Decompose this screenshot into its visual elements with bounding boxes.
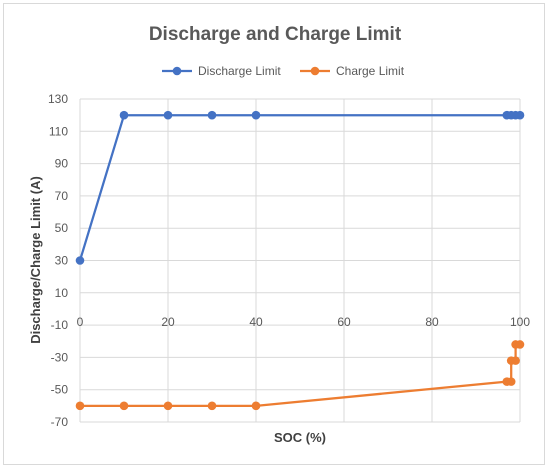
legend-swatch-marker — [310, 66, 320, 76]
x-tick-label: 40 — [249, 315, 263, 329]
chart-frame — [3, 3, 545, 465]
discharge-limit-point — [251, 110, 261, 120]
charge-limit-point — [75, 401, 85, 411]
x-axis-title: SOC (%) — [274, 430, 326, 445]
charge-limit-point — [207, 401, 217, 411]
discharge-limit-point — [515, 110, 525, 120]
x-tick-label: 100 — [510, 315, 530, 329]
y-tick-label: -30 — [51, 350, 69, 364]
charge-limit-series — [75, 340, 525, 411]
discharge-limit-point — [119, 110, 129, 120]
legend-item-charge-limit: Charge Limit — [300, 64, 405, 78]
y-tick-label: 10 — [55, 286, 69, 300]
y-axis-title: Discharge/Charge Limit (A) — [28, 176, 43, 344]
y-tick-label: 110 — [49, 124, 68, 138]
x-tick-label: 20 — [161, 315, 175, 329]
discharge-limit-point — [75, 256, 85, 265]
discharge-limit-series — [75, 110, 525, 265]
y-tick-label: -10 — [51, 318, 69, 332]
y-tick-label: 70 — [55, 189, 69, 203]
legend: Discharge Limit Charge Limit — [162, 64, 405, 78]
charge-limit-point — [515, 340, 525, 349]
charge-limit-point — [163, 401, 173, 411]
charge-limit-point — [506, 377, 516, 386]
legend-swatch-marker — [172, 66, 182, 76]
y-tick-label: 50 — [55, 221, 69, 235]
x-tick-label: 80 — [425, 315, 439, 329]
x-tick-label: 0 — [77, 315, 84, 329]
y-tick-label: -50 — [51, 383, 69, 397]
legend-label: Discharge Limit — [198, 64, 281, 78]
y-axis-ticks: 130 110 90 70 50 30 10 -10 -30 -50 -70 — [48, 92, 68, 429]
charge-limit-point — [511, 356, 520, 365]
discharge-limit-line — [78, 114, 520, 261]
y-tick-label: 30 — [55, 254, 69, 268]
y-tick-label: 130 — [48, 92, 68, 106]
charge-limit-point — [251, 401, 261, 411]
x-tick-label: 60 — [337, 315, 351, 329]
charge-limit-line — [80, 343, 520, 408]
series-layer — [75, 110, 525, 411]
legend-label: Charge Limit — [336, 64, 405, 78]
y-tick-label: 90 — [55, 157, 69, 171]
discharge-limit-point — [163, 110, 173, 120]
discharge-limit-point — [207, 110, 217, 120]
x-axis-ticks: 0 20 40 60 80 100 — [77, 315, 531, 329]
charge-limit-point — [119, 401, 129, 411]
chart-title: Discharge and Charge Limit — [149, 24, 402, 45]
grid — [79, 98, 521, 423]
y-tick-label: -70 — [51, 415, 69, 429]
legend-item-discharge-limit: Discharge Limit — [162, 64, 281, 78]
